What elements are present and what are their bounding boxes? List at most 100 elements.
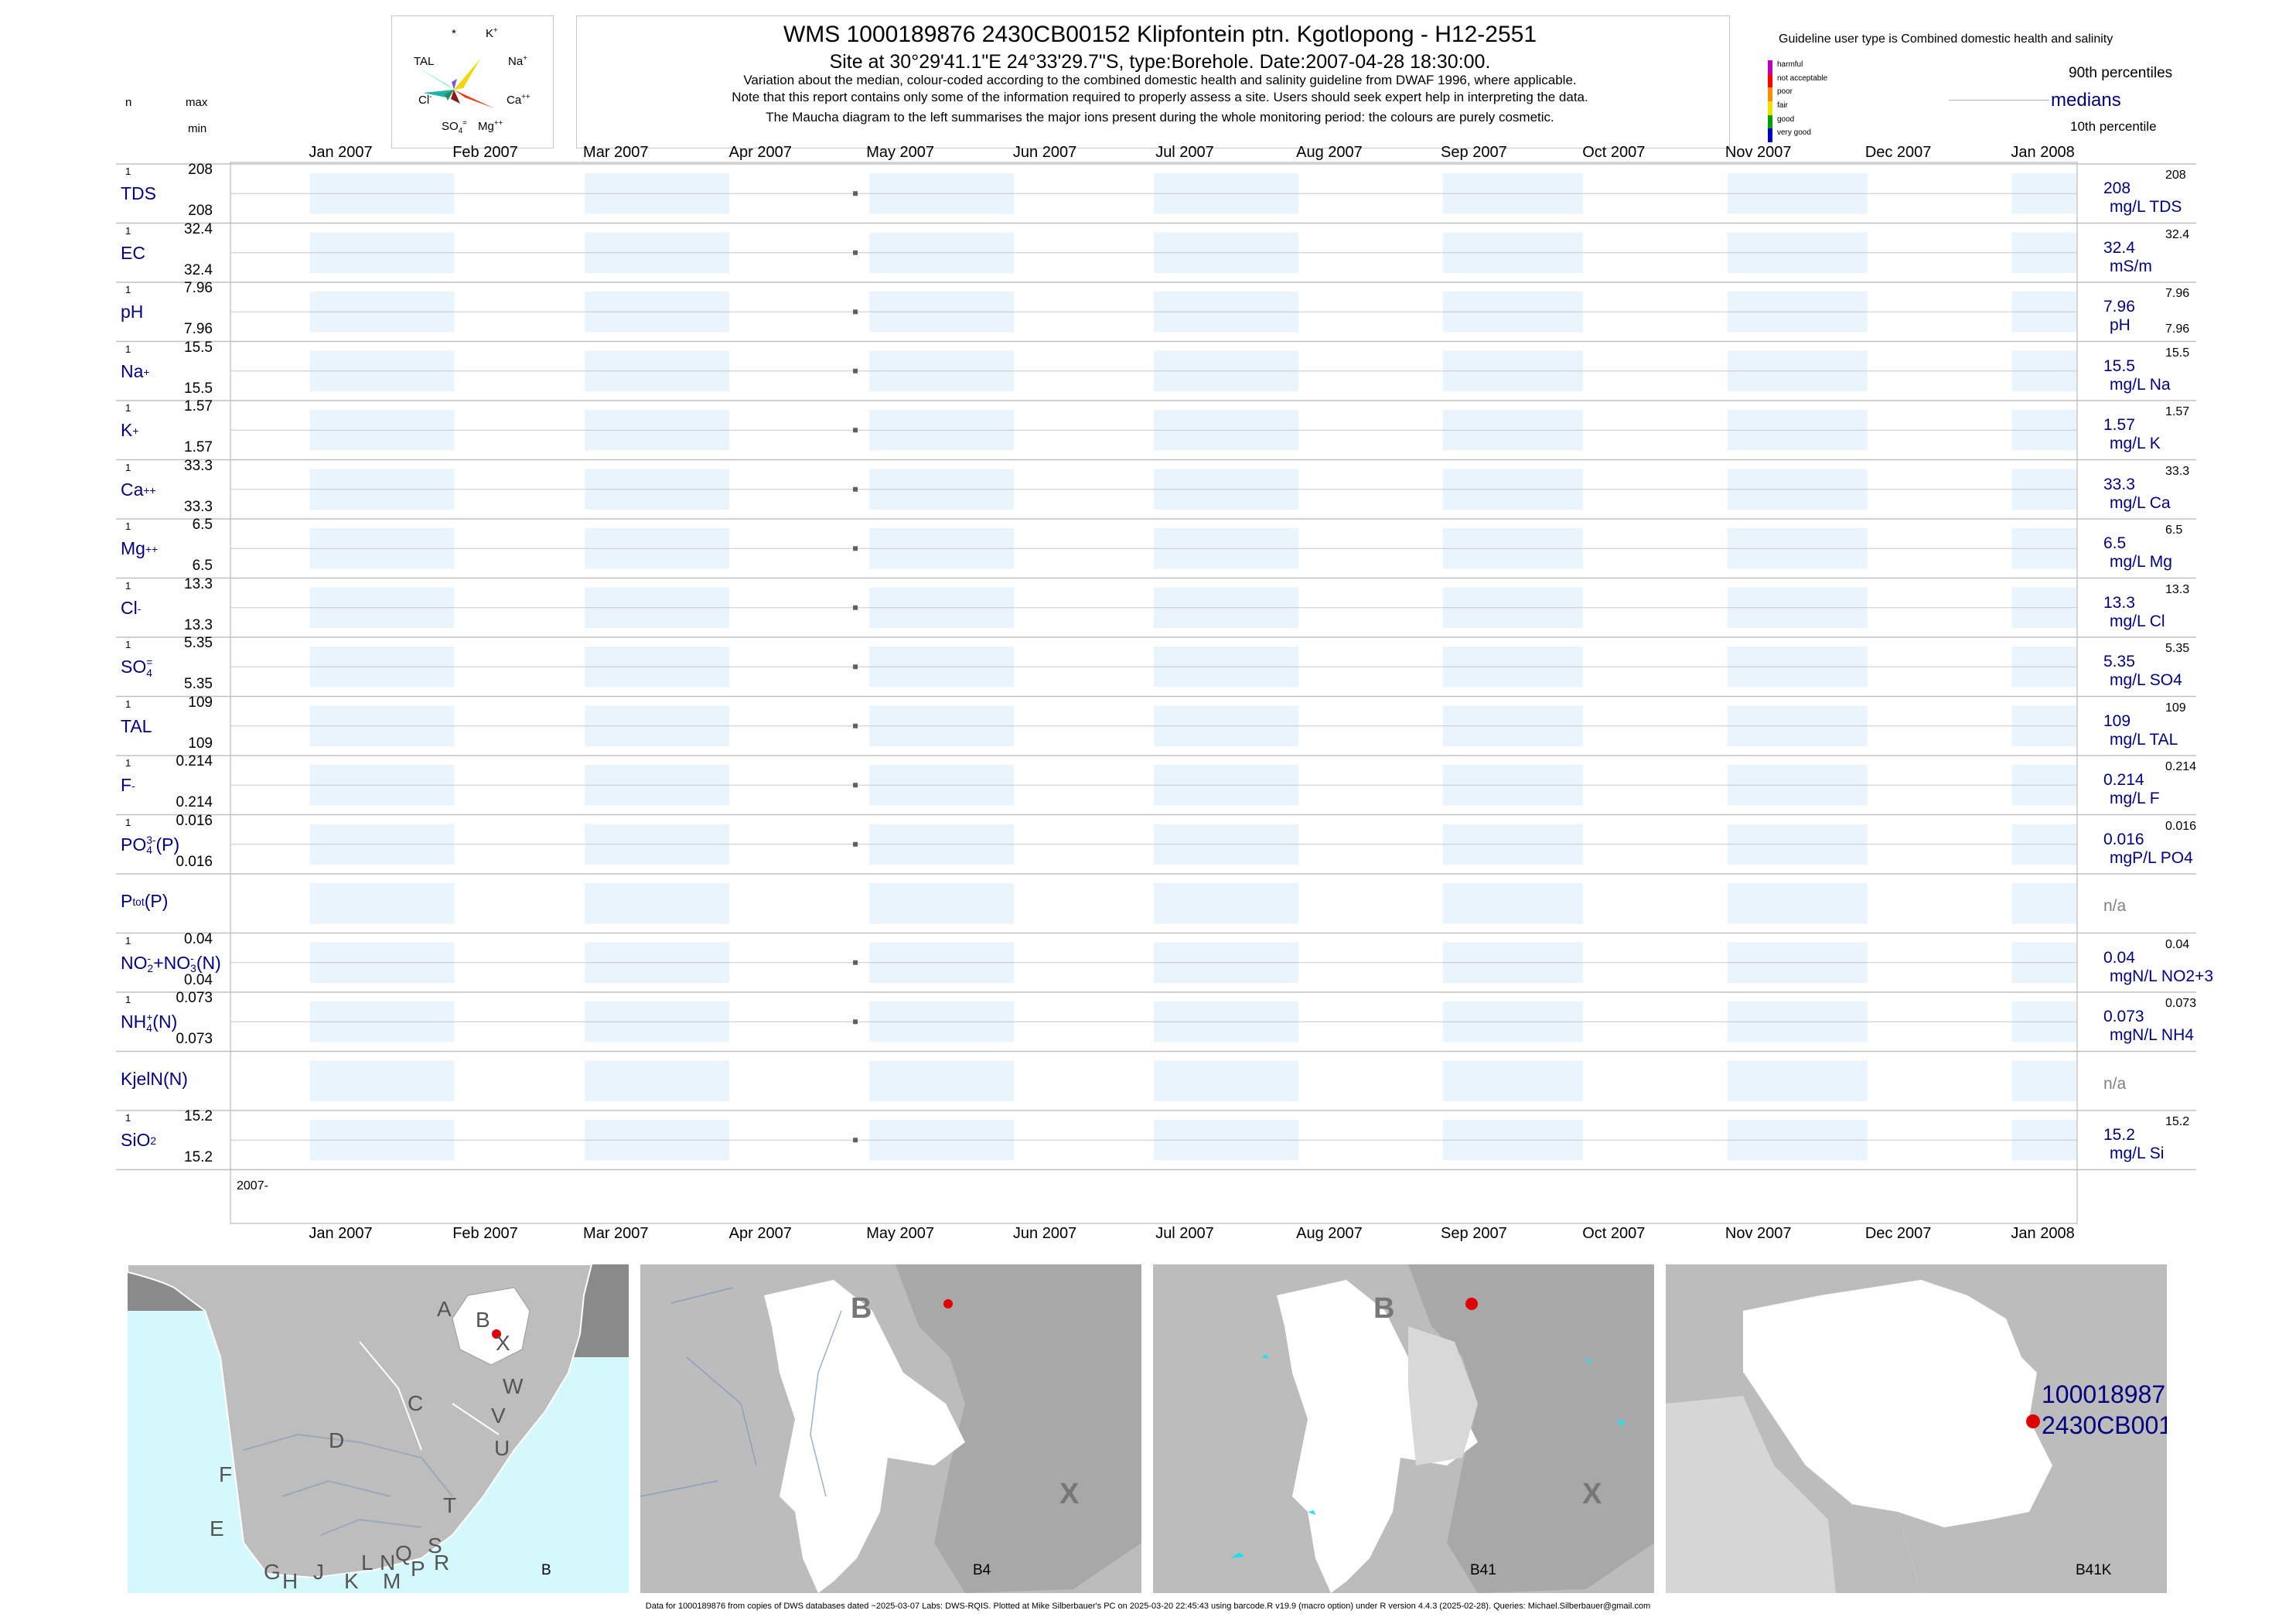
median-value-ptot: n/a: [2103, 897, 2127, 915]
data-point-na: [853, 368, 858, 374]
data-point-sio2: [853, 1138, 858, 1143]
p90-value: 5.35: [2165, 642, 2190, 655]
month-label-bottom: Oct 2007: [1582, 1225, 1646, 1242]
param-label-no2+no3: NO -2 +NO -3 (N): [121, 952, 221, 975]
month-label-bottom: Jun 2007: [1012, 1225, 1077, 1242]
unit-label-mg: mg/L Mg: [2110, 553, 2172, 571]
median-value-tds: 208: [2103, 179, 2131, 197]
map1-region-letter: R: [434, 1551, 450, 1575]
param-min-value: 5.35: [184, 676, 213, 692]
map1-region-letter: B: [476, 1308, 490, 1332]
month-label-bottom: Aug 2007: [1296, 1225, 1363, 1242]
month-band: [2011, 883, 2077, 924]
median-value-ec: 32.4: [2103, 238, 2135, 257]
param-count: 1: [125, 639, 131, 650]
param-count: 1: [125, 698, 131, 710]
param-label-cl: Cl -: [121, 597, 142, 618]
param-label-f: F-: [121, 775, 135, 795]
month-band: [1442, 883, 1583, 924]
unit-label-tds: mg/L TDS: [2110, 198, 2182, 216]
month-label-top: Jul 2007: [1155, 144, 1214, 161]
maucha-so4-label: SO4=: [442, 119, 467, 135]
guideline-level-label: not acceptable: [1777, 73, 1828, 83]
map3-big-label-x: X: [1582, 1478, 1602, 1510]
param-min-value: 13.3: [184, 616, 213, 633]
param-count: 1: [125, 224, 131, 237]
median-value-ph: 7.96: [2103, 298, 2135, 316]
maucha-cl-label: Cl-: [418, 93, 432, 107]
map1-region-letter: S: [428, 1534, 442, 1557]
maucha-so4-segment: [445, 90, 454, 101]
param-min-value: 6.5: [192, 558, 213, 574]
map1-region-letter: K: [344, 1569, 359, 1593]
data-point-tds: [853, 191, 858, 196]
param-max-value: 208: [188, 162, 213, 178]
param-label-mg: Mg ++: [121, 538, 159, 558]
month-label-top: Jan 2007: [309, 144, 373, 161]
month-label-bottom: Apr 2007: [728, 1225, 792, 1242]
month-band: [1154, 1060, 1298, 1101]
param-min-value: 208: [188, 203, 213, 219]
param-max-value: 0.04: [184, 930, 213, 947]
month-band: [1154, 883, 1298, 924]
data-point-tal: [853, 723, 858, 728]
p90-value: 109: [2165, 701, 2186, 715]
param-min-value: 15.2: [184, 1149, 213, 1165]
param-min-value: 0.073: [176, 1031, 213, 1047]
param-count: 1: [125, 284, 131, 295]
map1-region-letter: E: [210, 1517, 224, 1540]
map4-label: B41K: [2076, 1562, 2112, 1578]
param-min-value: 1.57: [184, 439, 213, 455]
site-label-line-1: 100018987: [2042, 1380, 2166, 1408]
guideline-type: Guideline user type is Combined domestic…: [1779, 32, 2113, 46]
median-value-so4: 5.35: [2103, 653, 2135, 670]
param-label-nh4: NH +4 (N): [121, 1012, 178, 1034]
param-label-tds: TDS: [121, 183, 156, 203]
unit-label-sio2: mg/L Si: [2110, 1145, 2165, 1162]
maucha-mg-segment: [451, 90, 460, 104]
param-count: 1: [125, 520, 131, 532]
param-max-value: 15.2: [184, 1108, 213, 1124]
param-max-value: 13.3: [184, 575, 213, 592]
map1-region-letter: U: [494, 1436, 510, 1460]
month-label-top: May 2007: [866, 144, 935, 161]
month-label-top: Sep 2007: [1441, 144, 1507, 161]
median-value-na: 15.5: [2103, 357, 2135, 375]
guideline-colour-swatch: [1768, 128, 1772, 142]
guideline-colour-swatch: [1768, 114, 1772, 129]
unit-label-po4: mgP/L PO4: [2110, 848, 2193, 867]
p90-value: 0.073: [2165, 997, 2197, 1010]
param-min-value: 0.04: [184, 971, 213, 988]
maucha-mg-label: Mg++: [478, 119, 503, 133]
unit-label-f: mg/L F: [2110, 790, 2160, 807]
month-label-bottom: Nov 2007: [1725, 1225, 1792, 1242]
unit-label-ca: mg/L Ca: [2110, 493, 2171, 512]
median-value-no2+no3: 0.04: [2103, 948, 2135, 967]
map2-big-label-b: B: [851, 1292, 872, 1325]
map1-region-letter: X: [496, 1331, 510, 1355]
map1-region-letter: A: [437, 1297, 452, 1321]
p90-value: 6.5: [2165, 524, 2183, 537]
guideline-colour-swatch: [1768, 60, 1772, 74]
data-point-mg: [853, 546, 858, 551]
param-min-value: 0.016: [176, 853, 213, 870]
month-label-top: Oct 2007: [1582, 144, 1646, 161]
param-max-value: 15.5: [184, 339, 213, 356]
p90-value: 208: [2165, 169, 2186, 182]
data-point-cl: [853, 605, 858, 610]
maucha-k-label: K+: [486, 26, 498, 40]
map1-region-letter: P: [411, 1557, 425, 1581]
legend-n-label: n: [125, 96, 132, 109]
param-max-value: 0.016: [176, 812, 213, 829]
param-max-value: 0.073: [176, 990, 213, 1006]
p90-value: 0.214: [2165, 760, 2197, 773]
month-band: [1727, 883, 1868, 924]
data-point-ph: [853, 309, 858, 315]
param-count: 1: [125, 579, 131, 592]
month-label-bottom: Sep 2007: [1441, 1225, 1507, 1242]
p10-value: 7.96: [2165, 322, 2190, 336]
map-panel-quaternary-b41k: 100018987 2430CB001 B41K: [1666, 1264, 2167, 1593]
param-count: 1: [125, 757, 131, 769]
map1-region-letter: F: [219, 1462, 233, 1486]
